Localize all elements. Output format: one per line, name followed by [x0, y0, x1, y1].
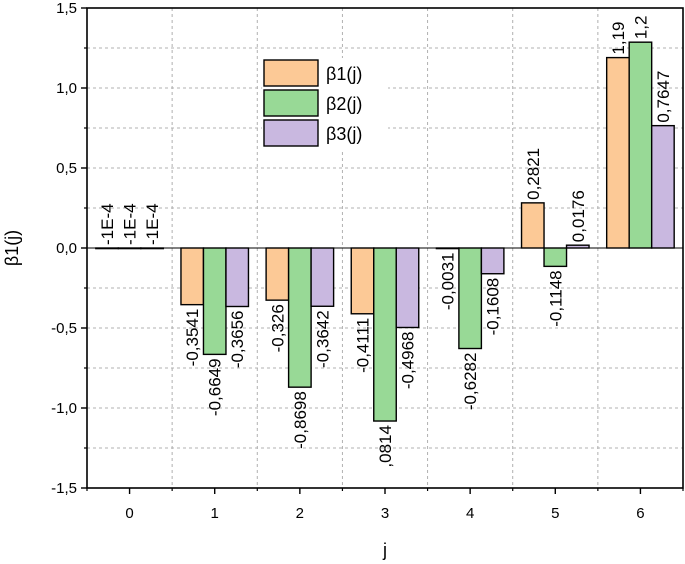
data-label: ,0814: [376, 425, 395, 468]
legend-swatch: [263, 59, 319, 87]
y-tick-label: 1,0: [56, 80, 77, 97]
data-label: -0,3656: [228, 310, 247, 368]
bar: [628, 41, 653, 249]
data-label: -0,4968: [399, 331, 418, 389]
data-label: -0,0031: [439, 252, 458, 310]
data-label: -0,326: [268, 304, 287, 352]
bar: [373, 247, 397, 422]
y-tick-label: 0,0: [56, 240, 77, 257]
legend-swatch: [263, 89, 319, 117]
tick-labels: -1,5 -1,0 -0,5 0,0 0,5 1,0 1,5 0 1 2 3 4 5 6: [51, 0, 644, 522]
legend-swatch: [263, 119, 319, 147]
data-label: -0,3541: [183, 309, 202, 367]
x-tick-label: 1: [211, 505, 219, 522]
data-label: -0,3642: [313, 310, 332, 368]
x-tick-label: 5: [551, 505, 559, 522]
data-label: 0,7647: [654, 71, 673, 123]
x-tick-label: 4: [466, 505, 474, 522]
bar: [350, 247, 375, 315]
bar: [520, 202, 545, 249]
data-label: -1E-4: [121, 203, 140, 245]
data-label: -0,1608: [484, 278, 503, 336]
bar: [605, 56, 630, 249]
y-axis-label: β1(j): [2, 230, 22, 266]
data-labels: -1E-4 -0,3541 -0,326 -0,4111 -0,0031 0,2821 1,…: [98, 16, 673, 468]
legend: β1(j) β2(j) β3(j): [262, 58, 388, 152]
data-label: 0,0176: [569, 190, 588, 242]
bar: [180, 247, 205, 306]
bar: [202, 247, 227, 356]
data-label: -1E-4: [98, 203, 117, 245]
bars: [95, 41, 675, 422]
data-label: 0,2821: [524, 148, 543, 200]
data-label: -0,6649: [206, 358, 225, 416]
x-axis-label: j: [382, 540, 387, 560]
data-label: -0,1148: [546, 270, 565, 326]
legend-label: β1(j): [326, 64, 362, 84]
x-tick-label: 0: [125, 505, 133, 522]
bar: [395, 247, 420, 329]
data-label: -0,8698: [291, 391, 310, 449]
x-tick-label: 6: [636, 505, 644, 522]
bar: [480, 247, 505, 275]
bar: [287, 247, 312, 388]
y-tick-label: -1,5: [51, 480, 77, 497]
bar: [650, 124, 675, 249]
x-tick-label: 2: [296, 505, 304, 522]
legend-label: β3(j): [326, 124, 362, 144]
bar: [458, 247, 483, 350]
bar: [543, 247, 568, 268]
data-label: -0,6282: [461, 353, 480, 411]
x-tick-label: 3: [381, 505, 389, 522]
axes: [81, 7, 684, 494]
bar: [265, 247, 290, 301]
y-tick-label: -0,5: [51, 320, 77, 337]
y-tick-label: -1,0: [51, 400, 77, 417]
bar: [225, 247, 250, 308]
data-label: 1,2: [631, 16, 650, 40]
y-tick-label: 1,5: [56, 0, 77, 17]
legend-label: β2(j): [326, 94, 362, 114]
bar: [310, 247, 335, 307]
data-label: 1,19: [609, 22, 628, 55]
data-label: -1E-4: [143, 203, 162, 245]
y-tick-label: 0,5: [56, 160, 77, 177]
data-label: -0,4111: [354, 318, 373, 373]
